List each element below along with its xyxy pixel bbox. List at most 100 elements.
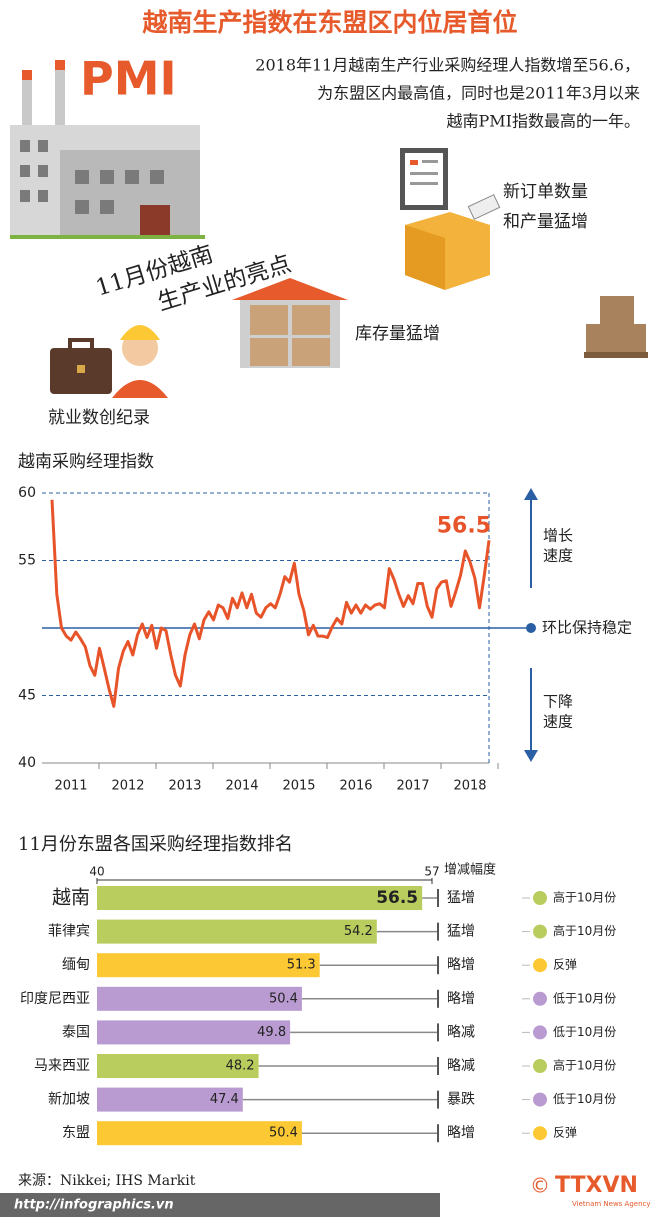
value-label: 50.4 xyxy=(269,1126,298,1141)
x-tick-label: 2018 xyxy=(453,779,486,794)
status-label: 反弹 xyxy=(553,1126,577,1140)
annotation-up: 增长 xyxy=(543,527,573,545)
url: http://infographics.vn xyxy=(14,1198,174,1213)
y-tick-label: 40 xyxy=(18,755,36,771)
highlight-employment: 就业数创纪录 xyxy=(48,408,150,428)
status-icon xyxy=(533,924,547,939)
annotation-up: 速度 xyxy=(543,547,573,565)
status-label: 高于10月份 xyxy=(553,923,616,938)
intro-line: 越南PMI指数最高的一年。 xyxy=(447,112,640,131)
arrow-up-head xyxy=(524,488,538,500)
reference-dot xyxy=(526,623,536,633)
value-label: 48.2 xyxy=(226,1059,255,1074)
bar xyxy=(97,986,302,1011)
value-label: 54.2 xyxy=(344,924,373,939)
change-label: 猛增 xyxy=(447,890,475,906)
bar xyxy=(97,953,320,978)
pmi-line xyxy=(50,499,491,708)
status-icon xyxy=(533,958,547,973)
footer-bar xyxy=(0,1193,440,1217)
value-label: 50.4 xyxy=(269,991,298,1006)
annotation-down: 下降 xyxy=(543,693,573,711)
chart-title: 越南采购经理指数 xyxy=(18,452,154,472)
intro-line: 为东盟区内最高值，同时也是2011年3月以来 xyxy=(317,84,640,103)
change-header: 增减幅度 xyxy=(444,862,496,878)
y-tick-label: 45 xyxy=(18,688,36,704)
last-value-label: 56.5 xyxy=(437,513,491,538)
warehouse-illustration xyxy=(232,278,348,368)
arrow-down-head xyxy=(524,750,538,762)
highlight-orders: 和产量猛增 xyxy=(503,212,588,232)
status-label: 低于10月份 xyxy=(553,1025,616,1039)
status-label: 低于10月份 xyxy=(553,1092,616,1106)
status-label: 高于10月份 xyxy=(553,1058,616,1073)
copyright: © xyxy=(530,1174,550,1198)
intro-line: 2018年11月越南生产行业采购经理人指数增至56.6， xyxy=(255,56,640,75)
bar xyxy=(97,886,423,910)
category-label: 东盟 xyxy=(62,1125,90,1141)
logo: TTXVN xyxy=(555,1173,638,1198)
value-label: 51.3 xyxy=(287,958,316,973)
intro: 2018年11月越南生产行业采购经理人指数增至56.6， 为东盟区内最高值，同时也… xyxy=(255,56,640,131)
change-label: 暴跌 xyxy=(447,1092,475,1108)
status-label: 低于10月份 xyxy=(553,991,616,1005)
status-icon xyxy=(533,991,547,1006)
pmi-sign: PMI xyxy=(80,52,177,106)
x-tick-label: 2017 xyxy=(396,779,429,794)
status-label: 反弹 xyxy=(553,958,577,972)
pallet-illustration xyxy=(584,296,648,358)
change-label: 猛增 xyxy=(447,924,475,940)
status-icon xyxy=(533,1025,547,1040)
highlight-orders: 新订单数量 xyxy=(503,182,588,202)
annotation-down: 速度 xyxy=(543,713,573,731)
source: 来源：Nikkei; IHS Markit xyxy=(18,1173,196,1189)
order-illustration xyxy=(400,148,501,290)
category-label: 印度尼西亚 xyxy=(20,991,90,1007)
status-icon xyxy=(533,1059,547,1073)
bar xyxy=(97,1020,291,1045)
annotation-stable: 环比保持稳定 xyxy=(542,619,632,637)
category-label: 泰国 xyxy=(62,1024,90,1040)
change-label: 略减 xyxy=(447,1058,475,1074)
category-label: 马来西亚 xyxy=(34,1058,90,1074)
status-icon xyxy=(533,1092,547,1107)
x-tick-label: 57 xyxy=(424,865,439,879)
y-tick-label: 55 xyxy=(18,553,36,569)
change-label: 略增 xyxy=(447,991,475,1007)
change-label: 略增 xyxy=(447,957,475,973)
bar xyxy=(97,1054,259,1078)
logo-sub: Vietnam News Agency xyxy=(572,1200,651,1208)
category-label: 菲律宾 xyxy=(48,924,90,940)
change-label: 略增 xyxy=(447,1125,475,1141)
bar xyxy=(97,1087,243,1112)
factory-illustration xyxy=(10,60,205,239)
y-tick-label: 60 xyxy=(18,485,36,501)
x-tick-label: 2013 xyxy=(168,779,201,794)
category-label: 越南 xyxy=(52,887,90,909)
x-tick-label: 2011 xyxy=(54,779,87,794)
bar xyxy=(97,1121,302,1146)
x-tick-label: 2014 xyxy=(225,779,258,794)
title: 越南生产指数在东盟区内位居首位 xyxy=(142,8,517,37)
status-label: 高于10月份 xyxy=(553,890,616,905)
x-tick-label: 2016 xyxy=(339,779,372,794)
value-label: 49.8 xyxy=(257,1025,286,1040)
status-icon xyxy=(533,891,547,905)
value-label: 56.5 xyxy=(376,888,418,908)
chart-title: 11月份东盟各国采购经理指数排名 xyxy=(18,834,293,855)
change-label: 略减 xyxy=(447,1024,475,1040)
x-tick-label: 40 xyxy=(89,865,104,879)
bar xyxy=(97,919,377,944)
x-tick-label: 2015 xyxy=(282,779,315,794)
x-tick-label: 2012 xyxy=(111,779,144,794)
status-icon xyxy=(533,1126,547,1141)
worker-illustration xyxy=(50,325,168,398)
category-label: 新加坡 xyxy=(48,1092,90,1108)
category-label: 缅甸 xyxy=(62,957,90,973)
value-label: 47.4 xyxy=(210,1092,239,1107)
highlight-inventory: 库存量猛增 xyxy=(355,324,440,344)
